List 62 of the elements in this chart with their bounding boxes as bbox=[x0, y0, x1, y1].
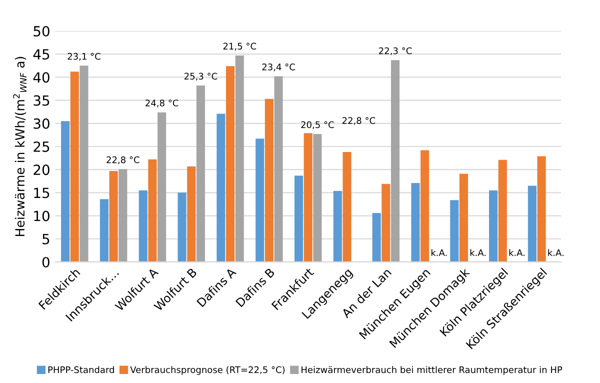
annotation: k.A. bbox=[548, 249, 564, 256]
annotation: 21,5 °C bbox=[223, 42, 256, 51]
y-tick-label: 10 bbox=[34, 210, 50, 222]
bar bbox=[61, 121, 70, 262]
y-tick-label: 50 bbox=[34, 26, 50, 36]
bar bbox=[148, 159, 157, 262]
bar bbox=[216, 114, 226, 262]
y-tick-label: 45 bbox=[33, 49, 50, 60]
bar bbox=[313, 134, 322, 262]
y-tick-label: 25 bbox=[34, 141, 50, 152]
annotation: 22,8 °C bbox=[342, 117, 376, 125]
y-tick-label: 40 bbox=[33, 72, 50, 83]
annotation: 23,1 °C bbox=[68, 52, 100, 61]
bar bbox=[264, 98, 274, 262]
bar bbox=[109, 170, 118, 262]
bar bbox=[390, 60, 400, 262]
bar bbox=[187, 166, 196, 262]
annotation: 25,3 °C bbox=[184, 72, 218, 81]
bar bbox=[537, 156, 546, 262]
legend-label: PHPP-Standard bbox=[48, 366, 114, 374]
bar bbox=[226, 66, 235, 262]
bar bbox=[382, 184, 390, 262]
bar bbox=[333, 190, 342, 262]
annotation: 20,5 °C bbox=[301, 121, 334, 130]
bar bbox=[235, 56, 244, 262]
bar bbox=[158, 112, 166, 262]
annotation: 24,8 °C bbox=[146, 100, 178, 108]
bar bbox=[420, 150, 430, 262]
y-tick-label: 5 bbox=[42, 234, 50, 244]
annotation: 23,4 °C bbox=[262, 64, 295, 72]
annotation: k.A. bbox=[470, 249, 486, 256]
bar bbox=[459, 174, 468, 262]
bar bbox=[342, 152, 352, 262]
bar bbox=[304, 133, 312, 262]
y-axis-title: Heizwärme in kWh/(m$^{2}$$_{WNF}$ a) bbox=[13, 56, 26, 236]
bar bbox=[411, 182, 420, 262]
bar bbox=[100, 199, 109, 262]
bar bbox=[372, 213, 381, 262]
annotation: k.A. bbox=[431, 249, 447, 256]
bar bbox=[118, 169, 128, 262]
bar bbox=[256, 138, 264, 262]
bar bbox=[274, 76, 283, 262]
bar bbox=[498, 160, 507, 262]
bar bbox=[80, 66, 88, 262]
bar bbox=[138, 190, 148, 262]
y-tick-label: 30 bbox=[34, 118, 50, 129]
y-tick-label: 20 bbox=[34, 164, 50, 176]
annotation: k.A. bbox=[509, 249, 524, 256]
bar bbox=[528, 186, 536, 262]
annotation: 22,3 °C bbox=[379, 47, 412, 56]
annotation: 22,8 °C bbox=[106, 156, 140, 164]
y-tick-label: 15 bbox=[34, 188, 50, 198]
bar bbox=[489, 190, 498, 262]
y-tick-label: 0 bbox=[42, 256, 50, 268]
y-tick-label: 35 bbox=[34, 95, 50, 106]
bar bbox=[70, 72, 79, 262]
legend-label: Heizwärmeverbrauch bei mittlerer Raumtemperatur in HP bbox=[302, 366, 562, 375]
bar bbox=[450, 200, 459, 262]
bar bbox=[196, 86, 205, 262]
legend-label: Verbrauchsprognose (RT=22,5 °C) bbox=[130, 366, 285, 375]
bar bbox=[178, 192, 186, 262]
bar bbox=[294, 176, 304, 262]
